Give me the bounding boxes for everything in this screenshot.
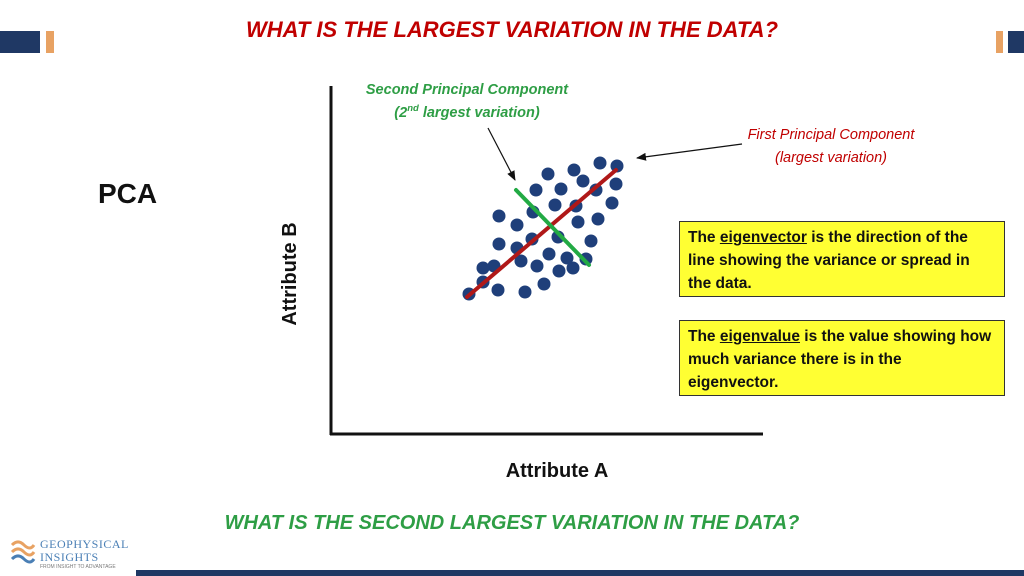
second-pc-sublabel: (2nd largest variation) [394,103,540,121]
header-bar-left [0,31,40,53]
scatter-point [492,209,506,223]
company-logo: GEOPHYSICAL INSIGHTS FROM INSIGHT TO ADV… [10,535,138,571]
slide-title: WHAT IS THE LARGEST VARIATION IN THE DAT… [245,17,779,42]
scatter-point [541,167,555,181]
header-accent-right [996,31,1003,53]
second-pc-label: Second Principal Component [366,82,569,98]
scatter-point [567,163,581,177]
scatter-point [514,254,528,268]
pca-label: PCA [98,178,158,209]
scatter-point [552,264,566,278]
scatter-point [571,215,585,229]
scatter-point [576,174,590,188]
scatter-point [591,212,605,226]
scatter-point [537,277,551,291]
scatter-point [610,159,624,173]
scatter-point [548,198,562,212]
scatter-point [510,218,524,232]
scatter-point [584,234,598,248]
eigenvalue-term: eigenvalue [719,328,800,345]
first-pc-sublabel: (largest variation) [775,150,887,166]
logo-text-line2: INSIGHTS [40,550,99,564]
eigenvalue-text-post: is the value showing how much variance t… [688,328,992,391]
logo-text-line1: GEOPHYSICAL [40,537,129,551]
header-bar-right [1008,31,1024,53]
logo-tagline: FROM INSIGHT TO ADVANTAGE [40,564,116,570]
scatter-point [491,283,505,297]
y-axis-label: Attribute B [279,222,301,325]
scatter-point [542,247,556,261]
eigenvector-text-post: is the direction of the line showing the… [688,229,970,292]
footer-bar [136,570,1024,576]
scatter-point [529,183,543,197]
second-pc-arrow [487,127,516,181]
first-pc-arrow [636,143,743,161]
first-principal-component-line [465,168,618,299]
eigenvalue-box: The eigenvalue is the value showing how … [679,320,1005,396]
second-principal-component-line [514,188,591,267]
scatter-point [605,196,619,210]
scatter-point [554,182,568,196]
eigenvector-text-pre: The [688,229,720,246]
eigenvalue-text-pre: The [688,328,720,345]
eigenvector-box: The eigenvector is the direction of the … [679,221,1005,297]
x-axis-label: Attribute A [506,460,609,482]
scatter-point [530,259,544,273]
logo-wave-icon [10,540,36,564]
eigenvector-term: eigenvector [719,229,807,246]
header-accent-left [46,31,54,53]
slide-subtitle: WHAT IS THE SECOND LARGEST VARIATION IN … [224,512,800,534]
first-pc-label: First Principal Component [748,127,916,143]
scatter-point [593,156,607,170]
scatter-point [518,285,532,299]
scatter-point [476,261,490,275]
scatter-point [566,261,580,275]
scatter-point [609,177,623,191]
scatter-point [492,237,506,251]
scatter-point [560,251,574,265]
